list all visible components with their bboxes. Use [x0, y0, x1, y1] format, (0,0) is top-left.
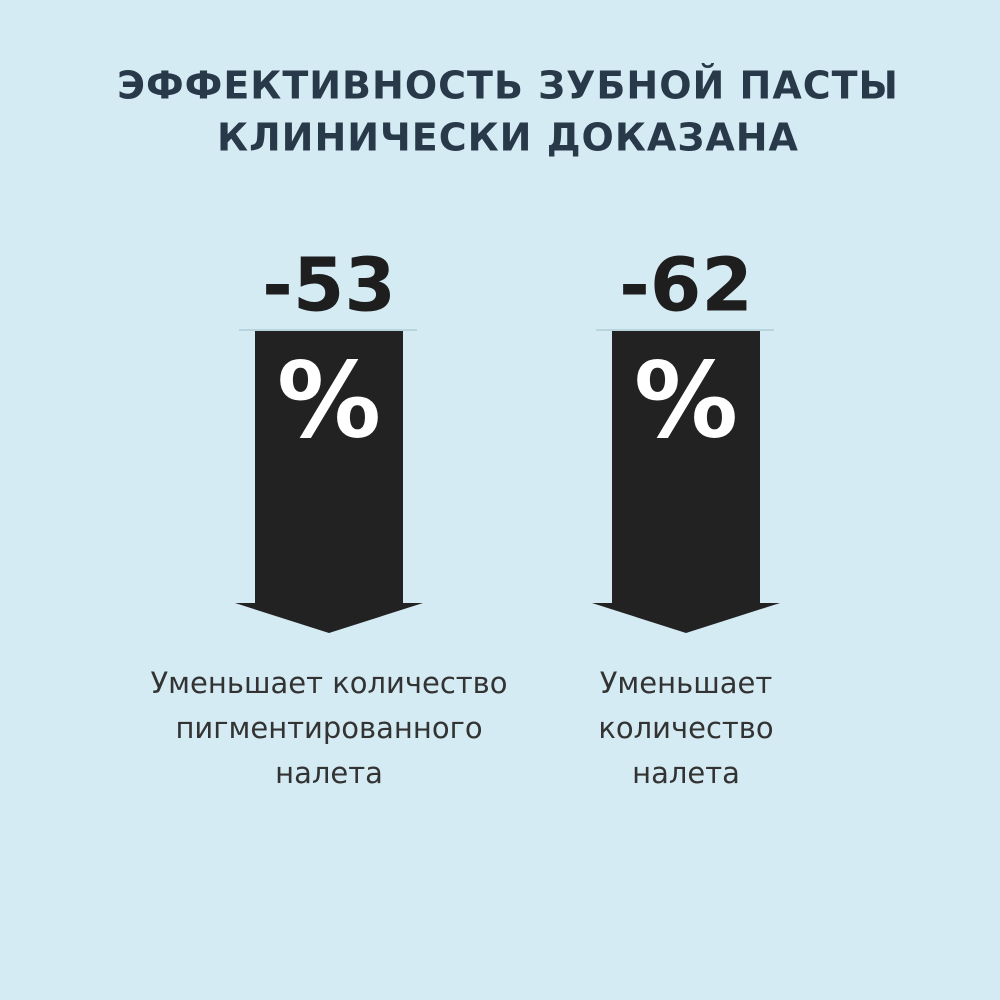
stat-description: Уменьшает количество	[151, 666, 508, 700]
down-arrow	[592, 331, 780, 633]
stat-unit: %	[634, 339, 738, 461]
stat-unit: %	[277, 339, 381, 461]
stat-description: налета	[632, 756, 740, 790]
stat-description: Уменьшает	[600, 666, 773, 700]
stat-description: налета	[275, 756, 383, 790]
stat: -53% Уменьшает количество пигментированног…	[151, 243, 508, 791]
title-line: ЭФФЕКТИВНОСТЬ ЗУБНОЙ ПАСТЫ	[117, 64, 899, 108]
stat-description: количество	[598, 711, 773, 745]
stat-value: -53	[262, 243, 396, 329]
stats: -53% Уменьшает количество пигментированног…	[151, 243, 780, 791]
stat-value: -62	[619, 243, 753, 329]
stat-description: пигментированного	[175, 711, 482, 745]
title-line: КЛИНИЧЕСКИ ДОКАЗАНА	[217, 116, 799, 160]
stat: -62% Уменьшает количество налета	[592, 243, 780, 790]
down-arrow	[235, 331, 423, 633]
